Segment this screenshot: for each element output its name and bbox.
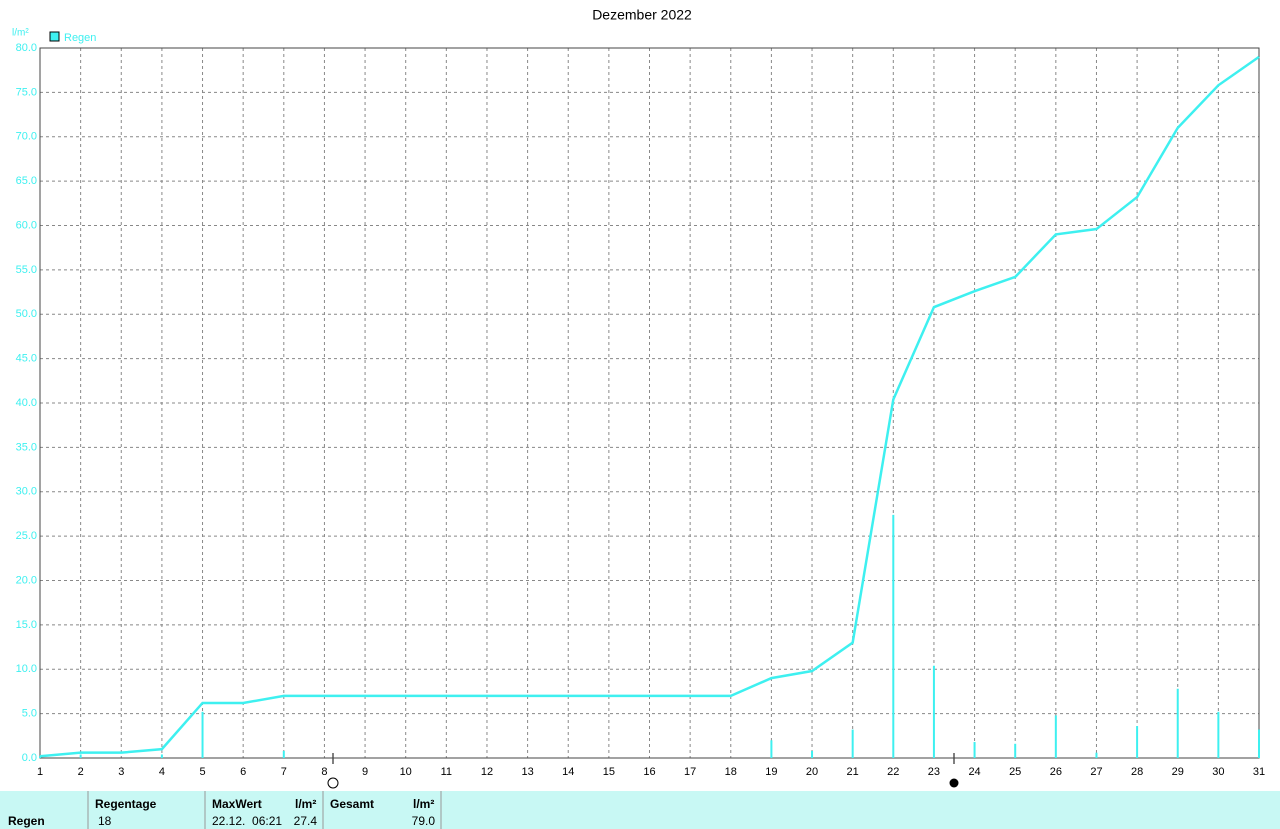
y-tick-label: 75.0: [16, 86, 37, 98]
table-header: Gesamt: [330, 797, 374, 811]
y-tick-label: 55.0: [16, 264, 37, 276]
x-tick-label: 25: [1009, 766, 1021, 778]
legend-swatch: [49, 31, 60, 42]
table-header: l/m²: [295, 797, 316, 811]
y-tick-label: 10.0: [16, 663, 37, 675]
x-tick-label: 10: [400, 766, 412, 778]
x-tick-label: 19: [765, 766, 777, 778]
y-tick-label: 60.0: [16, 219, 37, 231]
x-tick-label: 9: [362, 766, 368, 778]
moon-icon: [949, 778, 959, 788]
table-value: 22.12. 06:21: [212, 814, 282, 828]
chart-title: Dezember 2022: [592, 7, 692, 23]
x-tick-label: 15: [603, 766, 615, 778]
x-tick-label: 4: [159, 766, 165, 778]
y-tick-label: 40.0: [16, 397, 37, 409]
x-tick-label: 17: [684, 766, 696, 778]
y-tick-label: 80.0: [16, 42, 37, 54]
y-axis-unit: l/m²: [12, 28, 29, 39]
x-tick-label: 18: [725, 766, 737, 778]
table-row-label: Regen: [8, 814, 45, 828]
x-tick-label: 30: [1212, 766, 1224, 778]
x-tick-label: 1: [37, 766, 43, 778]
x-tick-label: 24: [968, 766, 980, 778]
table-background: [0, 791, 1280, 829]
legend-label: Regen: [64, 32, 96, 44]
x-tick-label: 5: [199, 766, 205, 778]
x-tick-label: 23: [928, 766, 940, 778]
x-tick-label: 14: [562, 766, 574, 778]
x-tick-label: 28: [1131, 766, 1143, 778]
table-value: 79.0: [412, 814, 436, 828]
x-tick-label: 8: [321, 766, 327, 778]
y-tick-label: 50.0: [16, 308, 37, 320]
y-tick-label: 0.0: [22, 752, 37, 764]
x-tick-label: 12: [481, 766, 493, 778]
table-header: Regentage: [95, 797, 157, 811]
x-tick-label: 29: [1172, 766, 1184, 778]
y-tick-label: 25.0: [16, 530, 37, 542]
x-tick-label: 20: [806, 766, 818, 778]
x-tick-label: 2: [78, 766, 84, 778]
plot-frame: [39, 47, 1260, 759]
table-header: l/m²: [413, 797, 434, 811]
y-tick-label: 5.0: [22, 708, 37, 720]
line: [39, 55, 1260, 758]
y-tick-label: 45.0: [16, 353, 37, 365]
table-value: 18: [98, 814, 112, 828]
x-tick-label: 26: [1050, 766, 1062, 778]
table-separators: [87, 791, 442, 829]
y-tick-label: 30.0: [16, 486, 37, 498]
moon-icon: [327, 777, 339, 789]
x-tick-label: 6: [240, 766, 246, 778]
table-value: 27.4: [294, 814, 318, 828]
y-tick-label: 20.0: [16, 574, 37, 586]
x-tick-label: 22: [887, 766, 899, 778]
x-tick-label: 27: [1090, 766, 1102, 778]
y-tick-label: 35.0: [16, 441, 37, 453]
x-tick-label: 16: [643, 766, 655, 778]
x-tick-label: 31: [1253, 766, 1265, 778]
x-tick-label: 11: [441, 766, 452, 778]
x-tick-label: 21: [847, 766, 859, 778]
x-tick-label: 7: [281, 766, 287, 778]
y-tick-label: 70.0: [16, 131, 37, 143]
x-tick-label: 13: [521, 766, 533, 778]
x-tick-label: 3: [118, 766, 124, 778]
y-tick-label: 65.0: [16, 175, 37, 187]
y-tick-label: 15.0: [16, 619, 37, 631]
table-header: MaxWert: [212, 797, 262, 811]
